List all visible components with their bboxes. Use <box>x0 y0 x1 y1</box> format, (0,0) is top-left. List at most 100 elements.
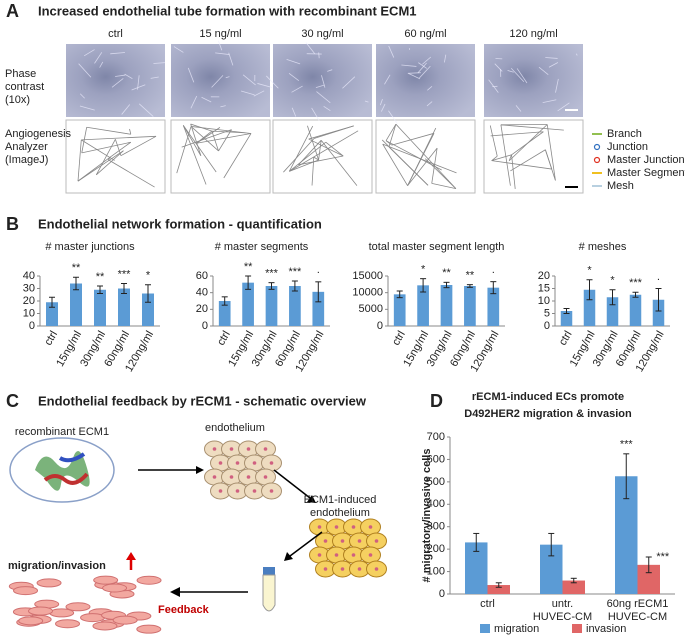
legend-label: Master Segment <box>607 167 685 179</box>
significance: *** <box>620 439 634 451</box>
bar <box>394 294 406 326</box>
legend-label: migration <box>494 623 539 635</box>
feedback-label: Feedback <box>158 604 210 616</box>
column-label: ctrl <box>108 28 123 40</box>
y-tick-label: 20 <box>23 295 35 307</box>
micrographs <box>66 41 583 193</box>
y-tick-label: 10000 <box>352 287 383 299</box>
x-tick-label: untr. <box>552 598 573 610</box>
y-tick-label: 0 <box>544 320 550 332</box>
significance: ** <box>72 262 81 274</box>
legend-label: Master Junction <box>607 154 685 166</box>
x-tick-label: ctrl <box>557 329 575 348</box>
y-tick-label: 20 <box>538 270 550 282</box>
panel-label: B <box>6 214 19 234</box>
significance: · <box>491 267 495 279</box>
y-tick-label: 10 <box>23 307 35 319</box>
nucleus <box>318 553 322 557</box>
nucleus <box>375 567 379 571</box>
schematic-label: endothelium <box>205 422 265 434</box>
significance: *** <box>656 551 670 563</box>
significance: * <box>421 264 426 276</box>
nucleus <box>230 447 234 451</box>
significance: *** <box>118 268 132 280</box>
nucleus <box>369 553 373 557</box>
nucleus <box>270 461 274 465</box>
y-tick-label: 600 <box>427 453 445 465</box>
y-tick-label: 5000 <box>359 303 383 315</box>
row-label: (ImageJ) <box>5 154 48 166</box>
tumor-cell <box>56 620 80 628</box>
schematic-label: ECM1-induced <box>304 494 377 506</box>
nucleus <box>253 489 257 493</box>
tumor-cell <box>66 603 90 611</box>
y-tick-label: 15 <box>538 282 550 294</box>
row-label: Phase <box>5 68 36 80</box>
y-tick-label: 40 <box>196 287 208 299</box>
y-tick-label: 0 <box>439 588 445 600</box>
row-label: Analyzer <box>5 141 48 153</box>
y-tick-label: 60 <box>196 270 208 282</box>
bar <box>630 295 642 326</box>
column-label: 15 ng/ml <box>199 28 241 40</box>
x-tick-label: HUVEC-CM <box>608 611 667 623</box>
y-tick-label: 200 <box>427 543 445 555</box>
nucleus <box>247 447 251 451</box>
tumor-cell <box>93 622 117 630</box>
chart-title: # master segments <box>215 241 309 253</box>
nucleus <box>219 489 223 493</box>
y-tick-label: 300 <box>427 521 445 533</box>
y-tick-label: 40 <box>23 270 35 282</box>
tumor-cell <box>113 616 137 624</box>
chart-title: rECM1-induced ECs promote <box>472 391 624 403</box>
nucleus <box>247 475 251 479</box>
tumor-cell <box>14 587 38 595</box>
nucleus <box>236 489 240 493</box>
tumor-cell <box>137 576 161 584</box>
bar <box>289 286 301 326</box>
nucleus <box>213 475 217 479</box>
tumor-cell <box>137 625 161 633</box>
y-tick-label: 30 <box>23 282 35 294</box>
chart-title: total master segment length <box>369 241 505 253</box>
significance: * <box>610 275 615 287</box>
y-tick-label: 15000 <box>352 270 383 282</box>
legend-swatch <box>595 145 600 150</box>
bar <box>441 285 453 326</box>
nucleus <box>358 539 362 543</box>
tube <box>319 52 320 58</box>
nucleus <box>335 525 339 529</box>
row-label: (10x) <box>5 94 30 106</box>
legend-label: Mesh <box>607 180 634 192</box>
nucleus <box>253 461 257 465</box>
panel-title: Endothelial feedback by rECM1 - schemati… <box>38 393 367 408</box>
panel-label: A <box>6 1 19 21</box>
nucleus <box>324 567 328 571</box>
nucleus <box>352 553 356 557</box>
nucleus <box>375 539 379 543</box>
bar <box>118 289 130 327</box>
row-label: contrast <box>5 81 44 93</box>
y-tick-label: 500 <box>427 476 445 488</box>
x-tick-label: ctrl <box>215 329 233 348</box>
significance: * <box>587 265 592 277</box>
phase-image <box>484 44 583 117</box>
schematic-label: recombinant ECM1 <box>15 426 109 438</box>
nucleus <box>318 525 322 529</box>
significance: * <box>146 270 151 282</box>
y-tick-label: 0 <box>29 320 35 332</box>
column-label: 120 ng/ml <box>509 28 557 40</box>
y-axis-label: # migratory/invasive cells <box>421 449 433 583</box>
schematic-label: endothelium <box>310 507 370 519</box>
bar <box>266 286 278 326</box>
nucleus <box>264 447 268 451</box>
row-label: Angiogenesis <box>5 128 72 140</box>
legend-label: Junction <box>607 141 648 153</box>
significance: ** <box>244 261 253 273</box>
nucleus <box>230 475 234 479</box>
y-tick-label: 10 <box>538 295 550 307</box>
column-label: 30 ng/ml <box>301 28 343 40</box>
nucleus <box>335 553 339 557</box>
nucleus <box>369 525 373 529</box>
